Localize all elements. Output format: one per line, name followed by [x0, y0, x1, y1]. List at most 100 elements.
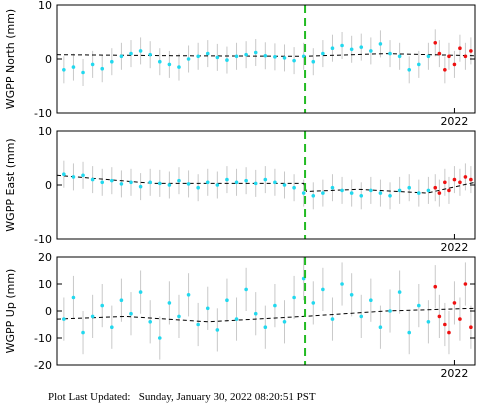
model-line [57, 307, 475, 323]
data-point [148, 180, 152, 185]
y-tick-label: 10 [38, 278, 52, 291]
plot-area [57, 257, 475, 360]
y-tick-label: 10 [38, 125, 52, 138]
data-point [215, 328, 220, 332]
data-point [244, 178, 248, 183]
y-tick-label: -10 [34, 233, 52, 246]
data-point [273, 55, 277, 59]
data-point [437, 314, 442, 319]
data-point [90, 314, 95, 319]
data-point [129, 311, 133, 316]
data-point [340, 43, 344, 48]
data-point [378, 42, 383, 46]
data-point [71, 175, 76, 179]
data-point [458, 317, 462, 321]
data-point [90, 62, 95, 67]
data-point [263, 177, 268, 182]
data-point [469, 177, 473, 182]
data-point [62, 317, 66, 321]
data-point [417, 191, 421, 195]
y-tick-label: 10 [38, 0, 52, 12]
data-point [292, 58, 296, 63]
data-point [205, 51, 210, 56]
data-point [469, 49, 473, 53]
data-point [234, 54, 239, 59]
data-point [311, 301, 316, 305]
data-point [157, 336, 162, 340]
data-point [100, 180, 105, 185]
model-line [57, 174, 475, 194]
data-point [234, 317, 239, 321]
data-point [349, 293, 354, 297]
y-tick-label: -10 [34, 107, 52, 120]
data-point [311, 194, 316, 198]
plot-frame [56, 130, 476, 240]
data-point [177, 314, 181, 319]
data-point [157, 181, 162, 186]
data-point [81, 330, 85, 335]
data-point [369, 49, 373, 53]
data-point [138, 184, 143, 189]
data-point [426, 188, 431, 193]
data-point [349, 47, 354, 52]
data-point [321, 51, 325, 56]
data-point [447, 54, 451, 59]
data-point [177, 65, 181, 69]
data-point [196, 185, 200, 190]
data-point [388, 309, 392, 313]
data-point [273, 303, 277, 308]
data-point [433, 185, 438, 190]
data-point [234, 180, 239, 185]
data-point [244, 52, 248, 57]
data-point [447, 188, 451, 193]
data-point [167, 62, 172, 67]
data-point [119, 298, 124, 303]
data-point [463, 175, 468, 179]
data-point [463, 54, 468, 59]
data-point [397, 54, 402, 59]
data-point [417, 303, 421, 308]
data-point [378, 325, 383, 330]
data-point [100, 303, 105, 308]
data-point [388, 51, 392, 56]
data-point [253, 311, 258, 316]
x-tick-label: 2022 [440, 367, 468, 380]
data-point [205, 180, 210, 185]
data-point [321, 287, 325, 292]
data-point [177, 178, 181, 183]
data-point [186, 293, 191, 297]
plot-frame [56, 4, 476, 114]
data-point [292, 295, 296, 300]
data-point [340, 188, 344, 193]
data-point [321, 191, 325, 195]
data-point [119, 182, 124, 186]
data-point [437, 51, 442, 56]
data-point [292, 185, 296, 190]
data-point [359, 194, 364, 198]
data-point [452, 301, 457, 305]
data-point [167, 183, 172, 187]
data-point [447, 330, 451, 335]
y-tick-label: 20 [38, 251, 52, 264]
data-point [138, 49, 143, 53]
data-point [282, 56, 287, 60]
data-point [81, 173, 85, 178]
data-point [225, 58, 229, 62]
data-point [452, 62, 457, 67]
plot-frame [56, 256, 476, 366]
data-point [397, 188, 402, 193]
data-point [417, 62, 421, 67]
data-point [458, 46, 462, 50]
data-point [100, 66, 105, 71]
data-point [62, 68, 66, 72]
data-point [253, 50, 258, 55]
y-tick-label: -20 [34, 359, 52, 372]
data-point [148, 320, 152, 324]
data-point [167, 301, 172, 305]
data-point [359, 45, 364, 49]
data-point [443, 68, 447, 72]
data-point [186, 57, 191, 61]
y-axis-label: WGPP East (mm) [4, 138, 17, 231]
data-point [359, 314, 364, 319]
